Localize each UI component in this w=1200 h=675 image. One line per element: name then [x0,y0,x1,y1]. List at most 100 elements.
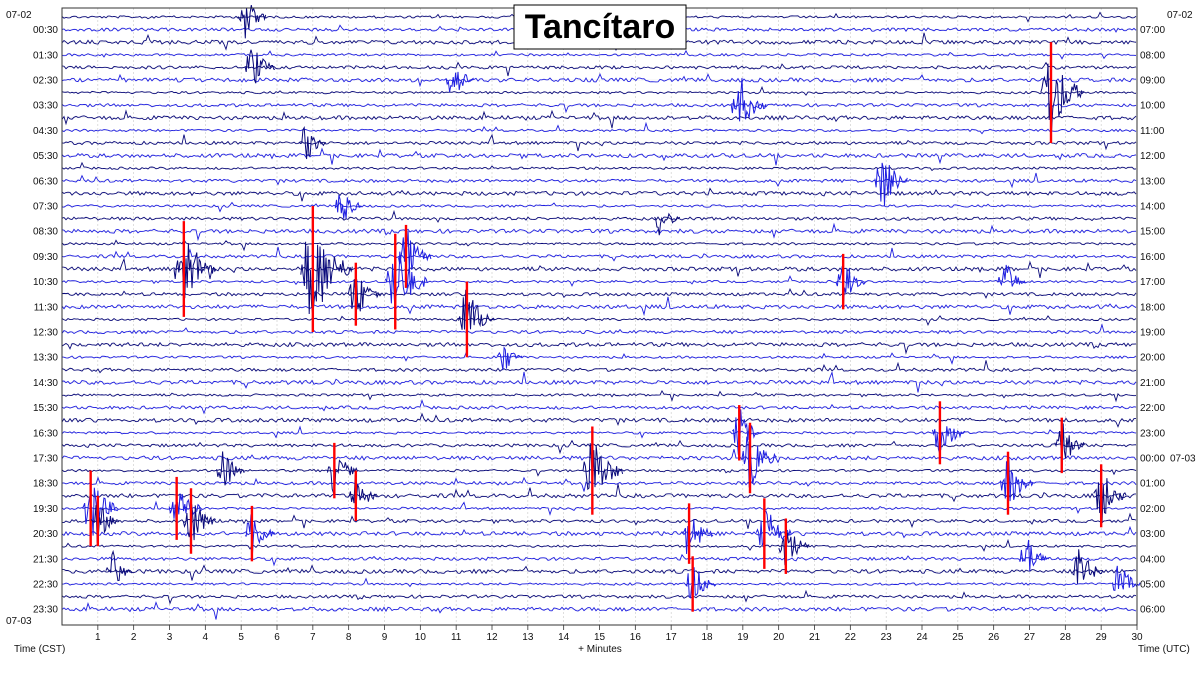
left-time-label: 10:30 [33,277,58,288]
right-time-label: 06:00 [1140,605,1165,616]
left-time-label: 16:30 [33,428,58,439]
left-time-label: 12:30 [33,328,58,339]
event-waveform [730,77,767,122]
seismic-event [348,470,378,521]
clipped-signal [938,401,942,465]
left-time-label: 18:30 [33,479,58,490]
clipped-signal [591,426,594,515]
event-waveform [105,549,133,582]
x-tick-label: 10 [415,632,427,643]
x-tick-label: 2 [131,632,137,643]
event-waveform [1000,456,1034,502]
x-tick-label: 14 [558,632,570,643]
clipped-signal [404,224,408,288]
seismic-trace [61,399,1137,415]
seismic-event [778,518,810,574]
left-time-label: 07:30 [33,202,58,213]
right-time-label: 15:00 [1140,227,1165,238]
clipped-signal [465,281,469,358]
seismic-event [334,194,362,219]
right-time-label: 09:00 [1140,76,1165,87]
right-date-marker: 07-03 [1170,454,1196,465]
event-waveform [1112,565,1141,592]
clipped-signal [748,422,752,494]
seismic-trace [61,389,1137,403]
x-tick-label: 30 [1131,632,1143,643]
x-tick-label: 23 [881,632,893,643]
right-time-label: 22:00 [1140,403,1165,414]
event-waveform [1093,478,1127,523]
left-time-label: 08:30 [33,227,58,238]
event-waveform [874,162,908,207]
x-tick-label: 11 [451,632,462,643]
event-waveform [300,241,353,316]
x-tick-label: 17 [666,632,678,643]
seismic-trace [61,109,1137,129]
x-tick-label: 18 [701,632,713,643]
event-waveform [244,514,276,560]
clipped-signal [333,442,336,499]
clipped-signal [763,498,766,569]
seismic-event [731,405,763,461]
event-waveform [384,251,428,313]
seismic-trace [61,257,1137,280]
left-axis-label: Time (CST) [14,644,65,655]
right-time-label: 20:00 [1140,353,1165,364]
seismic-trace [61,161,1137,172]
seismic-trace [61,412,1137,428]
event-waveform [681,519,714,554]
seismic-trace [61,370,1137,393]
chart-title: Tancítaro [525,8,676,46]
x-tick-label: 20 [773,632,785,643]
left-time-label: 14:30 [33,378,58,389]
x-tick-label: 28 [1060,632,1072,643]
clipped-signal [96,495,100,547]
seismic-event [90,495,120,547]
right-start-date: 07-02 [1167,10,1193,21]
left-start-date: 07-02 [6,10,32,21]
seismic-trace [61,49,1137,60]
seismic-event [874,162,908,207]
right-time-label: 05:00 [1140,580,1165,591]
event-waveform [685,567,716,600]
seismic-event [347,262,381,326]
x-tick-label: 9 [382,632,388,643]
event-waveform [244,49,276,84]
clipped-signal [1060,417,1063,474]
clipped-signal [738,405,741,461]
right-time-labels: 07:00 08:00 09:00 10:00 11:00 12:00 13:00 14:00… [1140,25,1196,616]
seismic-event [1040,42,1085,144]
x-tick-label: 6 [274,632,280,643]
seismic-trace [61,439,1137,455]
right-time-label: 14:00 [1140,202,1165,213]
event-waveform [496,345,523,371]
seismic-event [1112,565,1141,592]
left-time-label: 11:30 [34,302,59,313]
x-tick-label: 19 [737,632,749,643]
seismic-event [105,549,133,582]
event-waveform [997,264,1026,287]
x-tick-label: 8 [346,632,352,643]
right-time-label: 13:00 [1140,176,1165,187]
seismic-event [835,253,867,310]
seismic-trace [61,275,1137,289]
right-time-label: 02:00 [1140,504,1165,515]
event-waveform [182,504,216,541]
x-tick-label: 21 [809,632,821,643]
left-time-label: 09:30 [33,252,58,263]
x-tick-label: 5 [238,632,244,643]
seismic-trace [61,246,1137,262]
seismic-trace [61,512,1137,529]
seismic-event [496,345,523,371]
left-time-label: 02:30 [33,76,58,87]
seismic-trace [61,525,1137,539]
seismic-trace [61,201,1137,213]
x-tick-label: 3 [167,632,173,643]
x-tick-label: 15 [594,632,606,643]
left-time-label: 03:30 [33,101,58,112]
seismic-trace [61,601,1137,620]
seismic-event [1000,451,1034,515]
left-time-label: 13:30 [33,353,58,364]
seismic-trace [61,553,1137,567]
